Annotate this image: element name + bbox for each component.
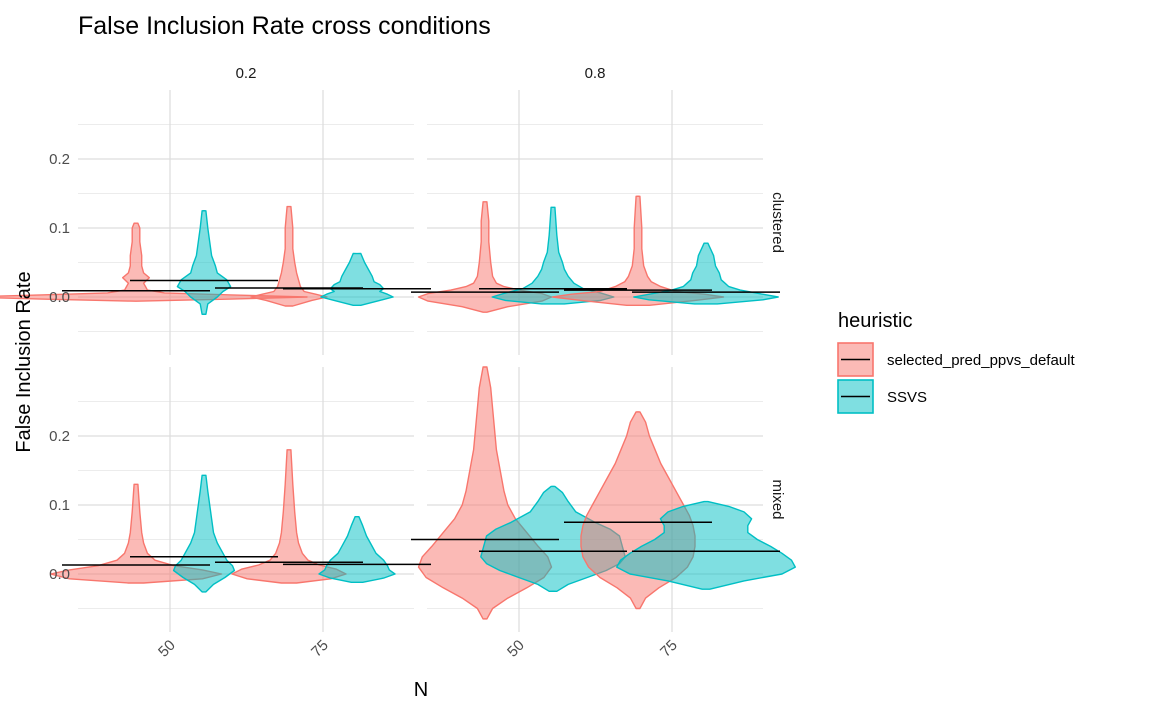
violin-clustered-0.2-N75-ssvs xyxy=(320,252,394,306)
facet-strip-row-clustered: clustered xyxy=(769,192,786,253)
y-tick-label: 0.0 xyxy=(49,289,70,306)
violin-layer xyxy=(0,195,796,620)
y-tick-label: 0.2 xyxy=(49,428,70,445)
x-tick-label: 50 xyxy=(504,637,528,661)
legend: heuristic selected_pred_ppvs_default SSVS xyxy=(837,310,1075,414)
violin-clustered-0.2-N75-ppvs xyxy=(250,205,328,307)
facet-strip-layer: 0.2 0.8 clustered mixed xyxy=(236,65,786,520)
x-axis-label: N xyxy=(414,679,428,701)
y-tick-layer: 0.0 0.1 0.2 0.0 0.1 0.2 xyxy=(49,151,70,583)
x-tick-label: 75 xyxy=(657,637,681,661)
chart-title: False Inclusion Rate cross conditions xyxy=(78,12,491,40)
facet-strip-row-mixed: mixed xyxy=(769,479,786,519)
y-tick-label: 0.0 xyxy=(49,566,70,583)
x-tick-label: 50 xyxy=(155,637,179,661)
y-axis-label: False Inclusion Rate xyxy=(13,271,35,452)
mean-line-layer xyxy=(62,279,780,566)
violin-mixed-0.2-N50-ssvs xyxy=(172,474,236,593)
x-tick-layer: 50 75 50 75 xyxy=(155,637,681,661)
legend-label: SSVS xyxy=(887,389,927,406)
legend-item: selected_pred_ppvs_default xyxy=(837,342,1075,377)
legend-items: selected_pred_ppvs_default SSVS xyxy=(837,342,1075,414)
legend-title: heuristic xyxy=(838,310,912,332)
violin-clustered-0.2-N50-ppvs xyxy=(0,222,308,302)
y-tick-label: 0.1 xyxy=(49,497,70,514)
violin-clustered-0.8-N75-ssvs xyxy=(633,242,779,305)
legend-label: selected_pred_ppvs_default xyxy=(887,352,1075,369)
violin-mixed-0.8-N75-ssvs xyxy=(616,500,796,590)
y-tick-label: 0.2 xyxy=(49,151,70,168)
y-tick-label: 0.1 xyxy=(49,220,70,237)
legend-item: SSVS xyxy=(837,379,927,414)
facet-strip-col-0.2: 0.2 xyxy=(236,65,257,82)
x-tick-label: 75 xyxy=(308,637,332,661)
facet-strip-col-0.8: 0.8 xyxy=(585,65,606,82)
violin-mixed-0.2-N75-ssvs xyxy=(318,516,396,583)
